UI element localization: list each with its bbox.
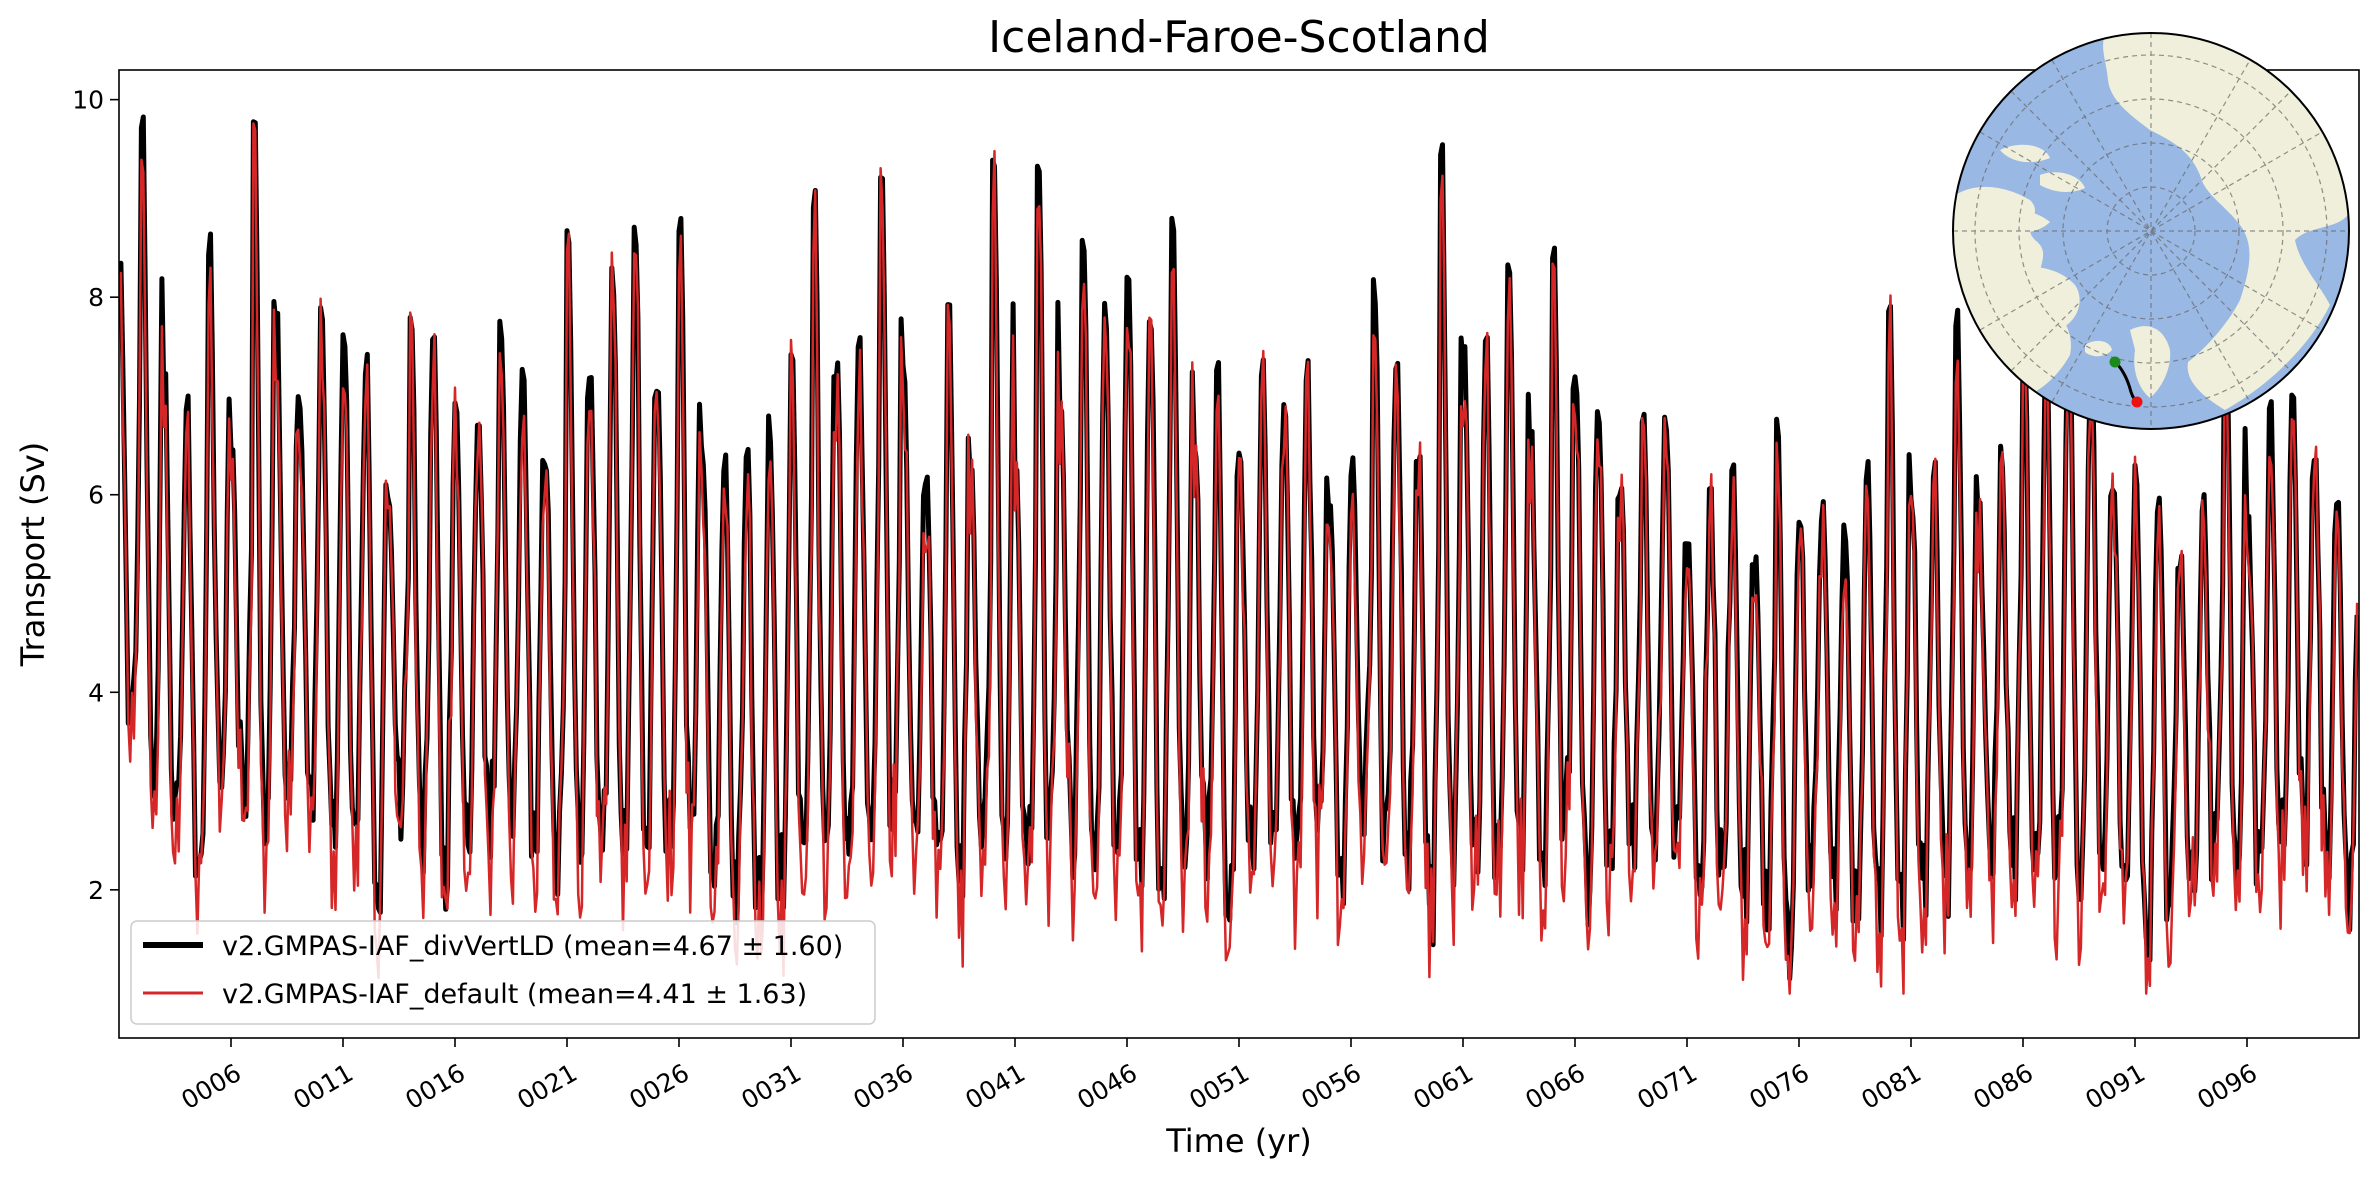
- inset-graticule: [1953, 33, 2349, 429]
- inset-map-border: [1952, 32, 2350, 430]
- inset-land-eurasia: [2103, 33, 2349, 410]
- x-tick-label: 0031: [736, 1058, 806, 1115]
- x-tick-label: 0056: [1296, 1058, 1366, 1115]
- x-tick-label: 0096: [2192, 1058, 2262, 1115]
- series-line-default: [119, 122, 2359, 995]
- series-layer: [119, 114, 2359, 995]
- x-tick-label: 0046: [1072, 1058, 1142, 1115]
- legend-label-divVertLD: v2.GMPAS-IAF_divVertLD (mean=4.67 ± 1.60…: [222, 931, 843, 962]
- x-tick-label: 0086: [1968, 1058, 2038, 1115]
- x-tick-label: 0041: [960, 1058, 1030, 1115]
- x-tick-label: 0066: [1520, 1058, 1590, 1115]
- y-tick-label: 10: [72, 86, 104, 115]
- inset-land-scandinavia: [2130, 326, 2171, 398]
- x-tick-label: 0006: [176, 1058, 246, 1115]
- x-axis-ticks: 0006 0011 0016 0021 0026 0031 0036 0041 0046 0051…: [176, 1038, 2262, 1115]
- y-tick-label: 4: [88, 678, 104, 707]
- x-tick-label: 0036: [848, 1058, 918, 1115]
- inset-land-iceland: [2085, 340, 2112, 357]
- y-axis-ticks: 2 4 6 8 10: [72, 86, 119, 905]
- x-tick-label: 0026: [624, 1058, 694, 1115]
- x-tick-label: 0076: [1744, 1058, 1814, 1115]
- x-tick-label: 0011: [288, 1058, 358, 1115]
- y-tick-label: 2: [88, 876, 104, 905]
- y-axis-label: Transport (Sv): [14, 442, 52, 668]
- y-tick-label: 6: [88, 481, 104, 510]
- legend: v2.GMPAS-IAF_divVertLD (mean=4.67 ± 1.60…: [130, 920, 876, 1025]
- inset-land-canada-islands: [1990, 144, 2085, 233]
- x-tick-label: 0021: [512, 1058, 582, 1115]
- inset-transect-end-marker: [2131, 396, 2143, 408]
- x-tick-label: 0091: [2080, 1058, 2150, 1115]
- inset-map: [1952, 32, 2350, 430]
- legend-label-default: v2.GMPAS-IAF_default (mean=4.41 ± 1.63): [222, 979, 807, 1010]
- x-tick-label: 0016: [400, 1058, 470, 1115]
- x-tick-label: 0051: [1184, 1058, 1254, 1115]
- inset-transect-start-marker: [2109, 356, 2121, 368]
- x-tick-label: 0081: [1856, 1058, 1926, 1115]
- x-axis-label: Time (yr): [1165, 1122, 1312, 1160]
- chart-title: Iceland-Faroe-Scotland: [988, 12, 1490, 63]
- x-tick-label: 0061: [1408, 1058, 1478, 1115]
- y-tick-label: 8: [88, 283, 104, 312]
- legend-box: [130, 920, 876, 1025]
- x-tick-label: 0071: [1632, 1058, 1702, 1115]
